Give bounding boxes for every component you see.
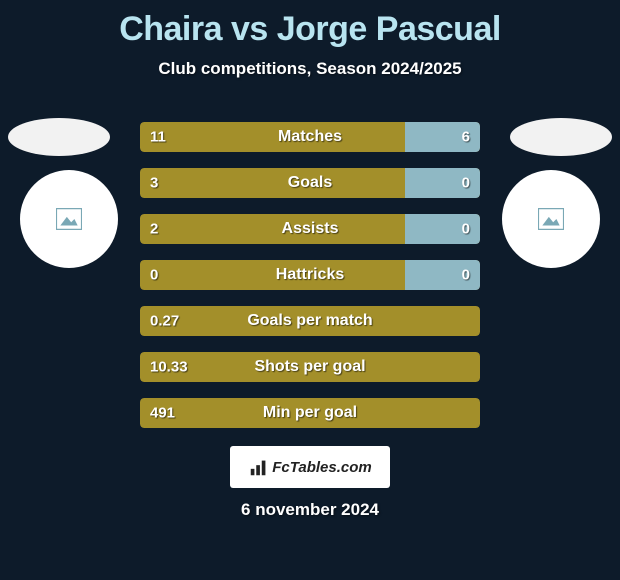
stat-label: Min per goal xyxy=(263,404,357,422)
stat-left-value: 3 xyxy=(150,175,158,192)
stat-label: Goals xyxy=(288,174,332,192)
bar-chart-icon xyxy=(248,456,270,478)
stat-left-value: 0.27 xyxy=(150,313,179,330)
player-right-club-badge xyxy=(502,170,600,268)
stat-right-value: 0 xyxy=(462,175,470,192)
stat-left-value: 11 xyxy=(150,129,166,146)
stat-row: 11 Matches 6 xyxy=(140,122,480,152)
player-left-club-badge xyxy=(20,170,118,268)
stat-row: 0 Hattricks 0 xyxy=(140,260,480,290)
player-right-flag xyxy=(510,118,612,156)
snapshot-date: 6 november 2024 xyxy=(241,500,379,520)
stat-row: 3 Goals 0 xyxy=(140,168,480,198)
stat-right-value: 0 xyxy=(462,267,470,284)
stat-right-value: 6 xyxy=(462,129,470,146)
stat-label: Goals per match xyxy=(247,312,372,330)
stat-row: 10.33 Shots per goal xyxy=(140,352,480,382)
stat-label: Hattricks xyxy=(276,266,344,284)
stat-row: 491 Min per goal xyxy=(140,398,480,428)
stat-label: Shots per goal xyxy=(254,358,365,376)
stat-row: 0.27 Goals per match xyxy=(140,306,480,336)
stat-left-value: 10.33 xyxy=(150,359,188,376)
stat-left-value: 2 xyxy=(150,221,158,238)
stat-left-value: 491 xyxy=(150,405,175,422)
stat-label: Matches xyxy=(278,128,342,146)
page-subtitle: Club competitions, Season 2024/2025 xyxy=(0,59,620,79)
stats-bars: 11 Matches 6 3 Goals 0 2 Assists 0 0 Hat… xyxy=(140,122,480,444)
brand-card: FcTables.com xyxy=(230,446,390,488)
page-title: Chaira vs Jorge Pascual xyxy=(0,0,620,49)
image-placeholder-icon xyxy=(56,208,82,230)
player-left-flag xyxy=(8,118,110,156)
brand-text: FcTables.com xyxy=(272,459,371,476)
image-placeholder-icon xyxy=(538,208,564,230)
stat-right-value: 0 xyxy=(462,221,470,238)
stat-label: Assists xyxy=(282,220,339,238)
stat-left-value: 0 xyxy=(150,267,158,284)
stat-row: 2 Assists 0 xyxy=(140,214,480,244)
